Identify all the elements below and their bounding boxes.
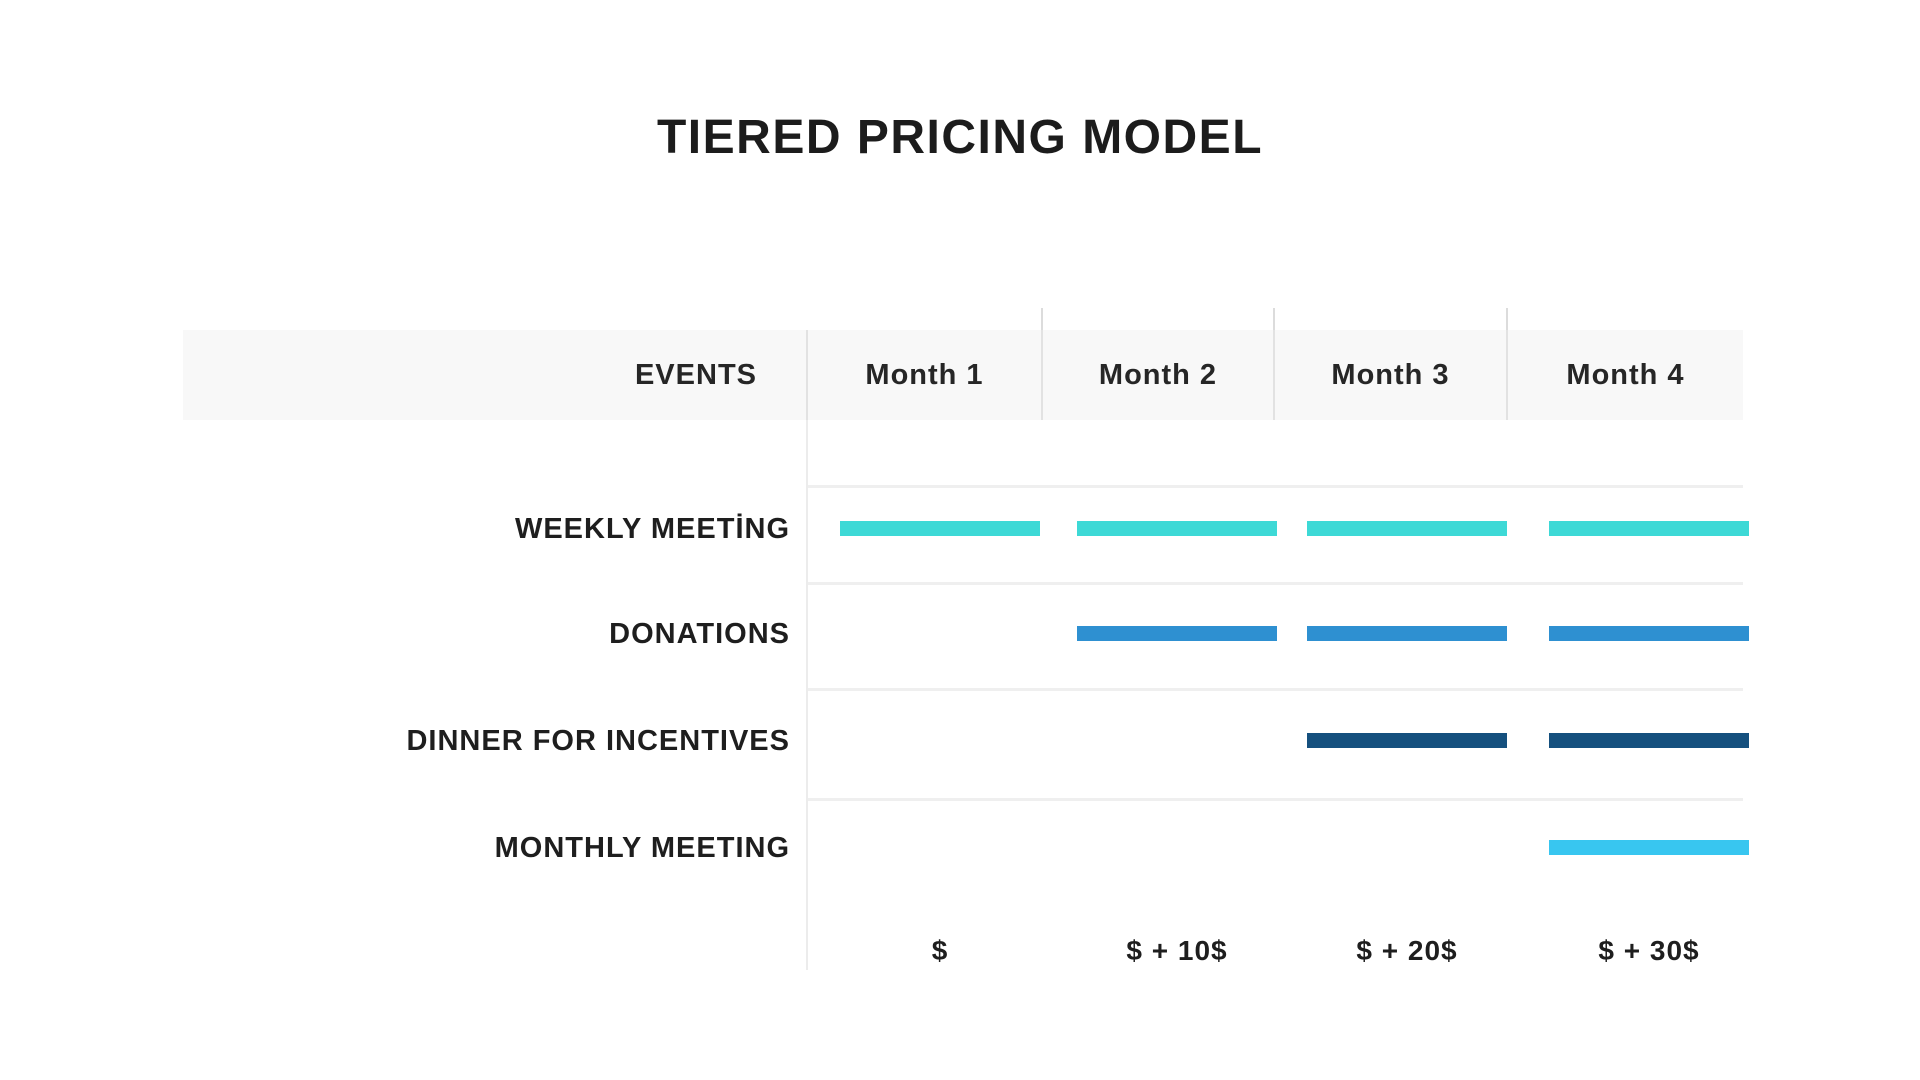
events-column-header: EVENTS: [634, 359, 757, 391]
gantt-bar-donations-month-3: [1307, 626, 1507, 641]
gantt-bar-monthly-meeting-month-4: [1549, 840, 1749, 855]
row-separator-line: [806, 582, 1743, 585]
price-label-month-3: $ + 20$: [1356, 935, 1458, 966]
price-label-month-1: $: [931, 935, 949, 966]
column-divider-tick: [1273, 308, 1275, 330]
row-label-2: DONATIONS: [609, 618, 790, 650]
row-label-3: DINNER FOR INCENTIVES: [406, 725, 790, 757]
row-separator-line: [806, 798, 1743, 801]
gantt-bar-dinner-for-incentives-month-4: [1549, 733, 1749, 748]
gantt-bar-donations-month-2: [1077, 626, 1277, 641]
gantt-bar-weekly-meeti-ng-month-2: [1077, 521, 1277, 536]
month-header-3: Month 3: [1273, 330, 1506, 420]
table-header: EVENTS Month 1 Month 2 Month 3 Month 4: [183, 330, 1743, 420]
gantt-bar-donations-month-4: [1549, 626, 1749, 641]
column-divider-tick: [1041, 308, 1043, 330]
events-divider-line: [806, 420, 808, 970]
gantt-bar-weekly-meeti-ng-month-1: [840, 521, 1040, 536]
month-header-2: Month 2: [1041, 330, 1273, 420]
gantt-bar-weekly-meeti-ng-month-4: [1549, 521, 1749, 536]
row-separator-line: [806, 485, 1743, 488]
month-header-4: Month 4: [1506, 330, 1743, 420]
chart-title: TIERED PRICING MODEL: [656, 111, 1264, 164]
month-header-1: Month 1: [806, 330, 1041, 420]
row-label-4: MONTHLY MEETING: [494, 832, 790, 864]
column-divider-tick: [1506, 308, 1508, 330]
row-separator-line: [806, 688, 1743, 691]
price-label-month-2: $ + 10$: [1126, 935, 1228, 966]
row-label-1: WEEKLY MEETİNG: [514, 513, 790, 545]
gantt-bar-weekly-meeti-ng-month-3: [1307, 521, 1507, 536]
gantt-bar-dinner-for-incentives-month-3: [1307, 733, 1507, 748]
price-label-month-4: $ + 30$: [1598, 935, 1700, 966]
